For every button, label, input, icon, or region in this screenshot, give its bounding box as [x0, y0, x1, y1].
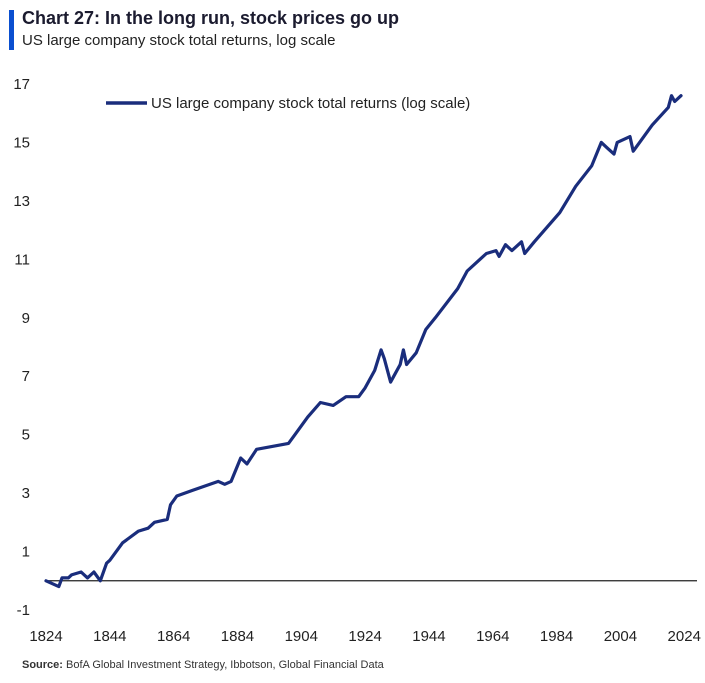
series-layer: [44, 94, 683, 589]
title-accent-bar: [9, 10, 14, 50]
y-tick-label: 5: [22, 427, 30, 444]
x-tick-label: 1824: [29, 628, 62, 645]
chart-subtitle: US large company stock total returns, lo…: [22, 32, 336, 49]
y-tick-label: 11: [14, 251, 30, 268]
x-tick-label: 2024: [668, 628, 701, 645]
source-text: BofA Global Investment Strategy, Ibbotso…: [66, 659, 384, 671]
series-line: [44, 94, 683, 589]
x-tick-label: 1984: [540, 628, 573, 645]
x-tick-label: 1944: [412, 628, 445, 645]
x-tick-label: 1964: [476, 628, 509, 645]
y-tick-label: 9: [22, 310, 30, 327]
source-note: Source: BofA Global Investment Strategy,…: [22, 659, 384, 671]
x-tick-label: 1924: [348, 628, 381, 645]
y-tick-label: 17: [13, 76, 30, 93]
y-tick-label: 1: [22, 544, 30, 561]
y-tick-label: -1: [17, 602, 30, 619]
x-tick-label: 2004: [604, 628, 637, 645]
legend-label: US large company stock total returns (lo…: [151, 95, 470, 112]
source-label: Source:: [22, 659, 63, 671]
x-tick-label: 1864: [157, 628, 190, 645]
x-axis-ticks: 1824 1844 1864 1884 1904 1924 1944 1964 1984 2004…: [29, 628, 701, 645]
x-tick-label: 1884: [221, 628, 254, 645]
y-tick-label: 3: [22, 485, 30, 502]
y-tick-label: 13: [13, 193, 30, 210]
legend: US large company stock total returns (lo…: [106, 95, 470, 112]
y-tick-label: 15: [13, 134, 30, 151]
x-tick-label: 1844: [93, 628, 126, 645]
chart-title: Chart 27: In the long run, stock prices …: [22, 8, 400, 28]
y-tick-label: 7: [22, 368, 30, 385]
x-tick-label: 1904: [285, 628, 318, 645]
